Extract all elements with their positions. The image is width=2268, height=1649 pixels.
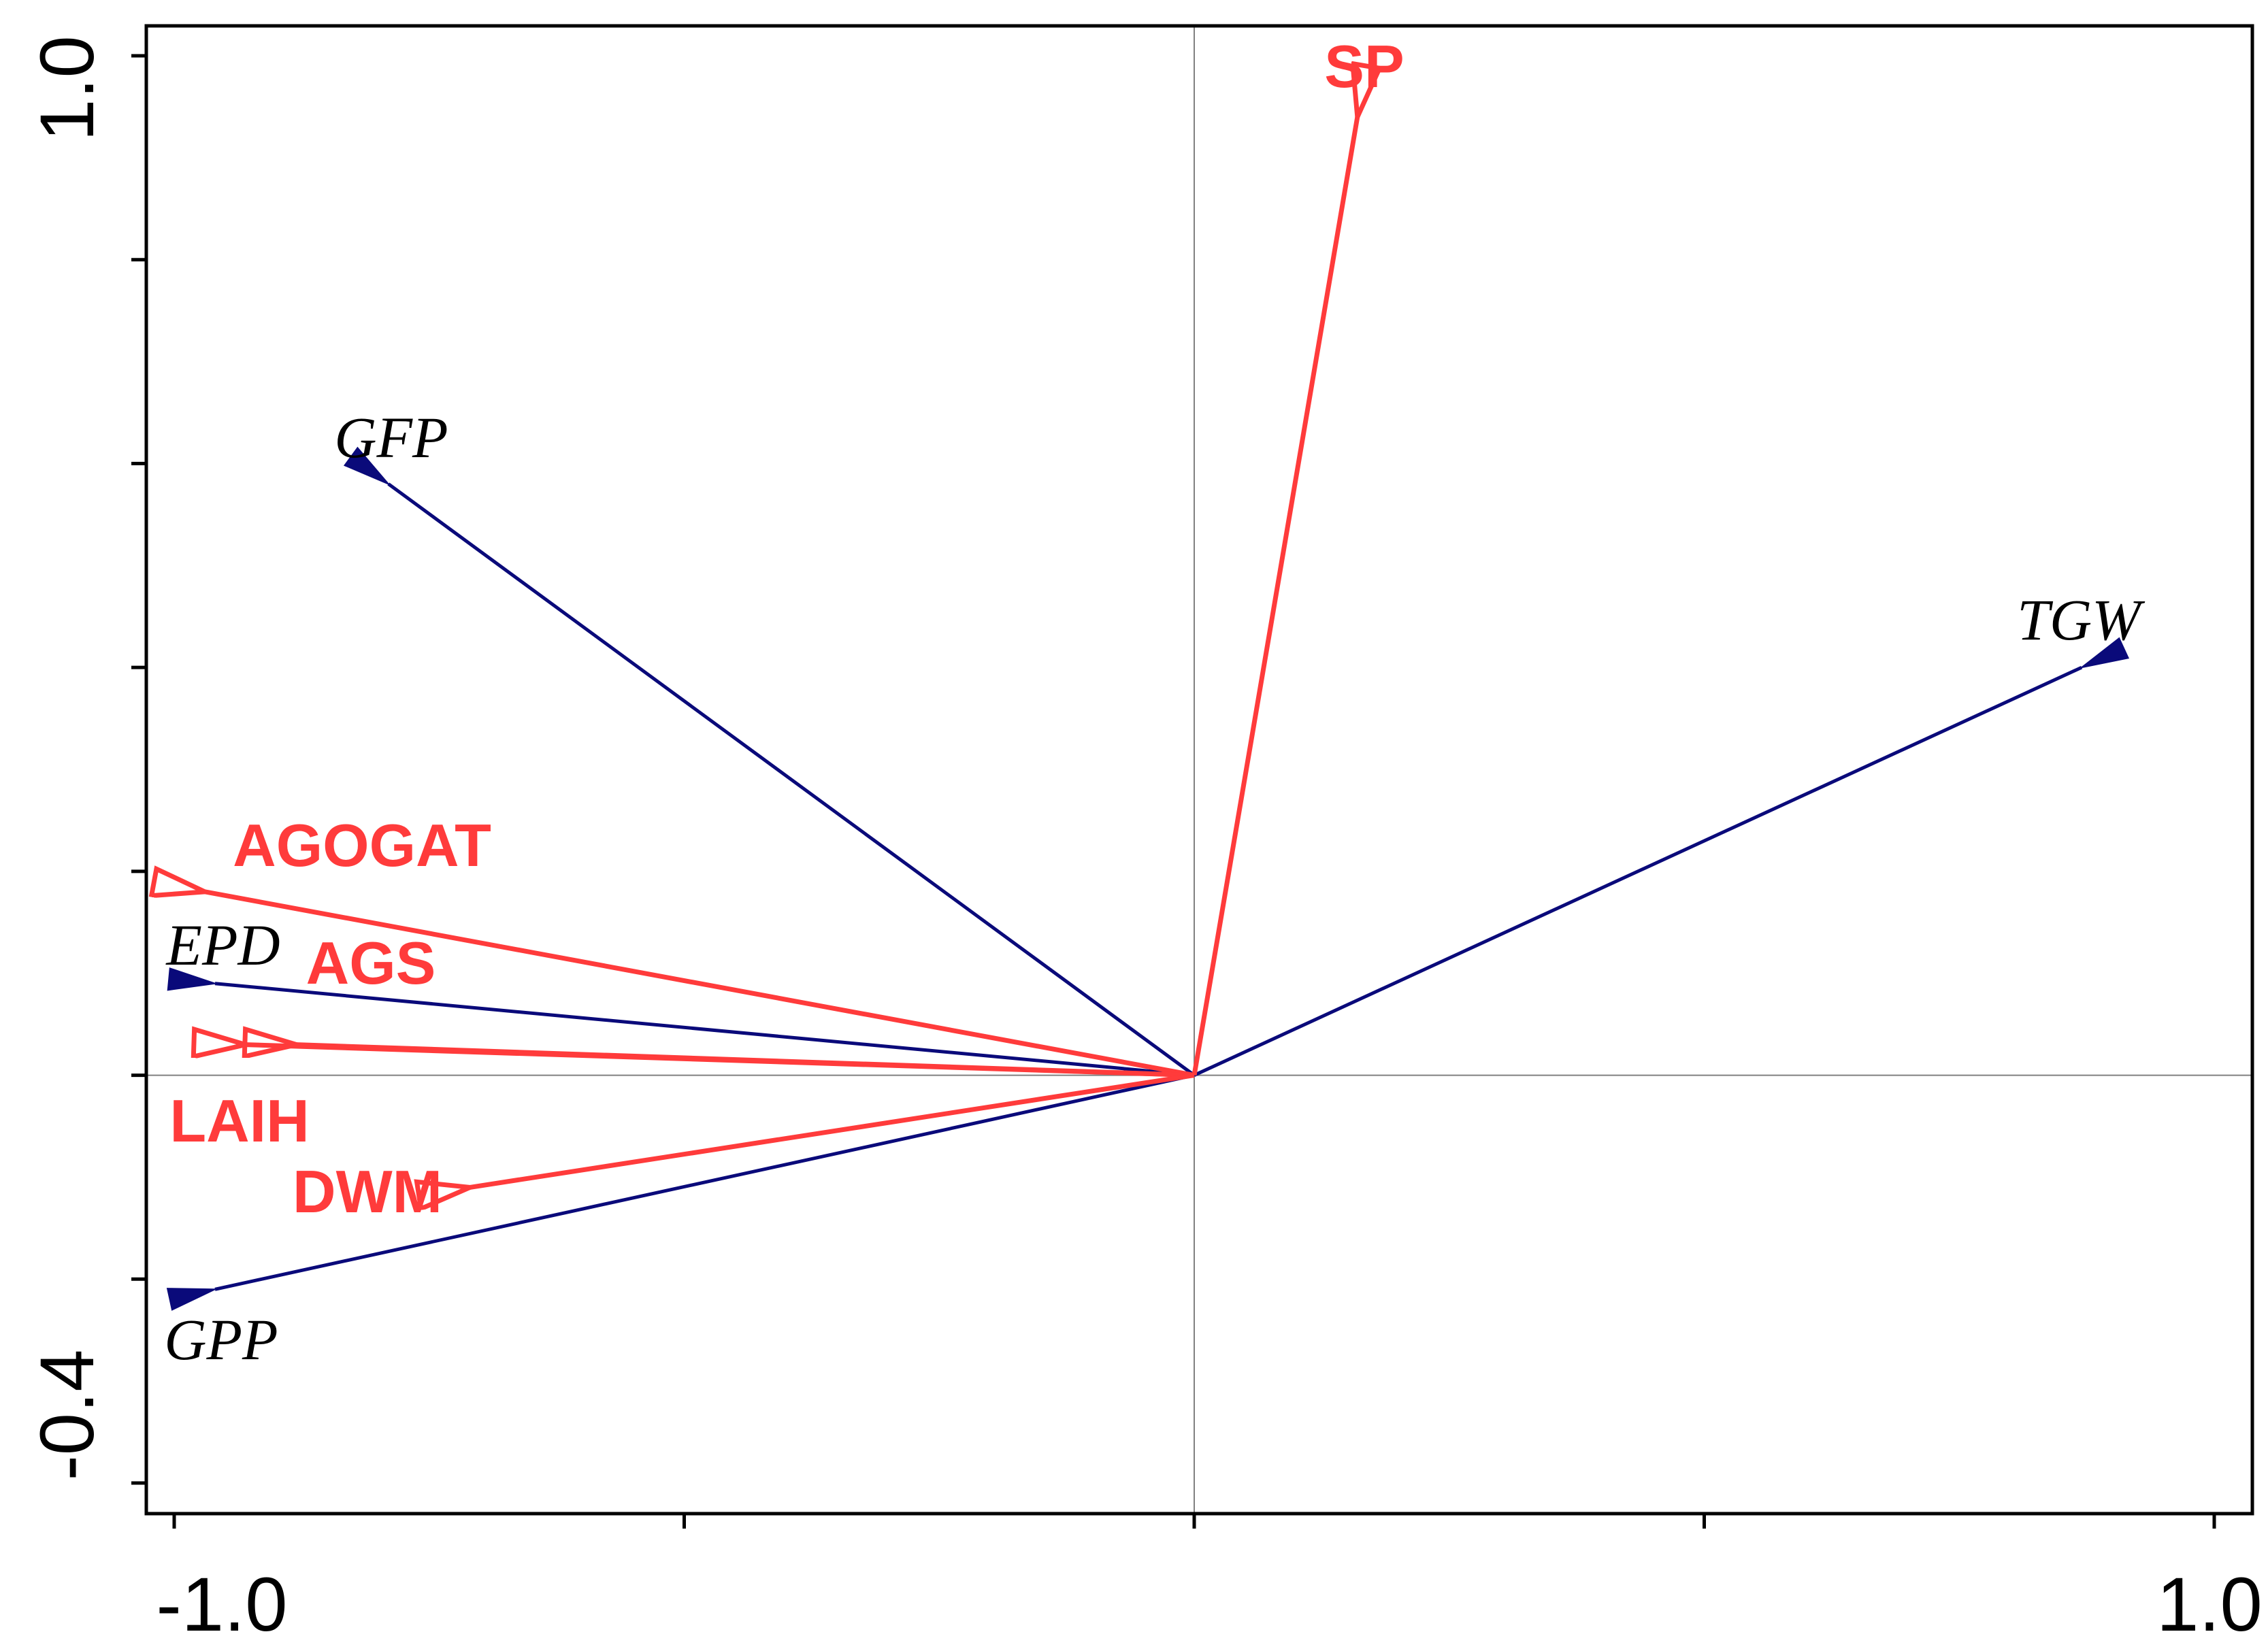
label-epd: EPD [165, 912, 280, 978]
label-sp: SP [1324, 33, 1404, 100]
response-arrow-dwm [470, 1073, 1195, 1188]
explanatory-arrow-epd [167, 967, 1195, 1078]
label-tgw: TGW [2017, 587, 2146, 652]
response-arrow-laih [246, 1045, 1195, 1078]
response-arrow-agogat [205, 892, 1195, 1078]
explanatory-arrow-tgw [1193, 637, 2130, 1077]
x-tick-label-max: 1.0 [2156, 1562, 2263, 1647]
vector-labels: SP AGOGAT AGS LAIH DWM GFP TGW EPD GPP [164, 33, 2146, 1372]
label-gfp: GFP [334, 405, 448, 470]
explanatory-arrow-gfp [343, 446, 1196, 1077]
explanatory-arrow-gpp [166, 1073, 1195, 1311]
y-tick-label-max: 1.0 [24, 35, 110, 141]
x-tick-label-min: -1.0 [157, 1562, 288, 1647]
zero-lines [146, 26, 2252, 1514]
label-gpp: GPP [164, 1307, 278, 1372]
explanatory-vectors [166, 446, 2130, 1311]
response-arrow-sp [1191, 117, 1358, 1076]
response-vectors [205, 117, 1358, 1188]
label-agogat: AGOGAT [233, 812, 491, 879]
y-axis-ticks [131, 54, 146, 1485]
label-dwm: DWM [293, 1158, 442, 1225]
label-laih: LAIH [169, 1087, 309, 1154]
y-tick-label-min: -0.4 [24, 1350, 110, 1481]
label-ags: AGS [306, 929, 436, 997]
x-axis-ticks [172, 1514, 2216, 1529]
plot-frame [144, 24, 2254, 1516]
